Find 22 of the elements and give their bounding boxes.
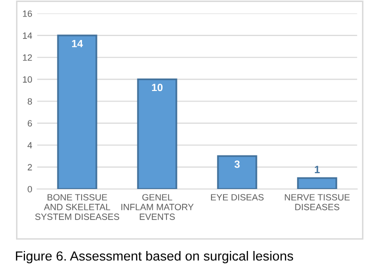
- x-tick-label: BONE TISSUE AND SKELETAL SYSTEM DISEASES: [35, 194, 120, 220]
- y-tick-label: 14: [22, 32, 32, 39]
- bar: [217, 155, 258, 189]
- y-tick-label: 4: [28, 142, 32, 148]
- data-label: 14: [72, 40, 83, 48]
- y-tick-label: 6: [28, 120, 32, 127]
- bar: [137, 78, 178, 189]
- data-label: 3: [234, 160, 240, 168]
- x-tick-label: GENEL INFLAM MATORY EVENTS: [121, 194, 194, 220]
- y-tick-label: 0: [28, 186, 32, 192]
- x-tick-label: NERVE TISSUE DISEASES: [284, 194, 350, 210]
- bar: [297, 177, 338, 189]
- x-tick-label: EYE DISEAS: [211, 194, 264, 200]
- y-tick-label: 10: [22, 76, 32, 83]
- bar: [57, 34, 98, 189]
- y-tick-label: 12: [22, 54, 32, 61]
- y-tick-label: 8: [28, 98, 32, 105]
- data-label: 10: [152, 84, 163, 92]
- y-tick-label: 16: [22, 10, 32, 17]
- data-label: 1: [314, 166, 320, 174]
- y-tick-label: 2: [28, 164, 32, 170]
- caption: Figure 6. Assessment based on surgical lesions: [16, 250, 294, 264]
